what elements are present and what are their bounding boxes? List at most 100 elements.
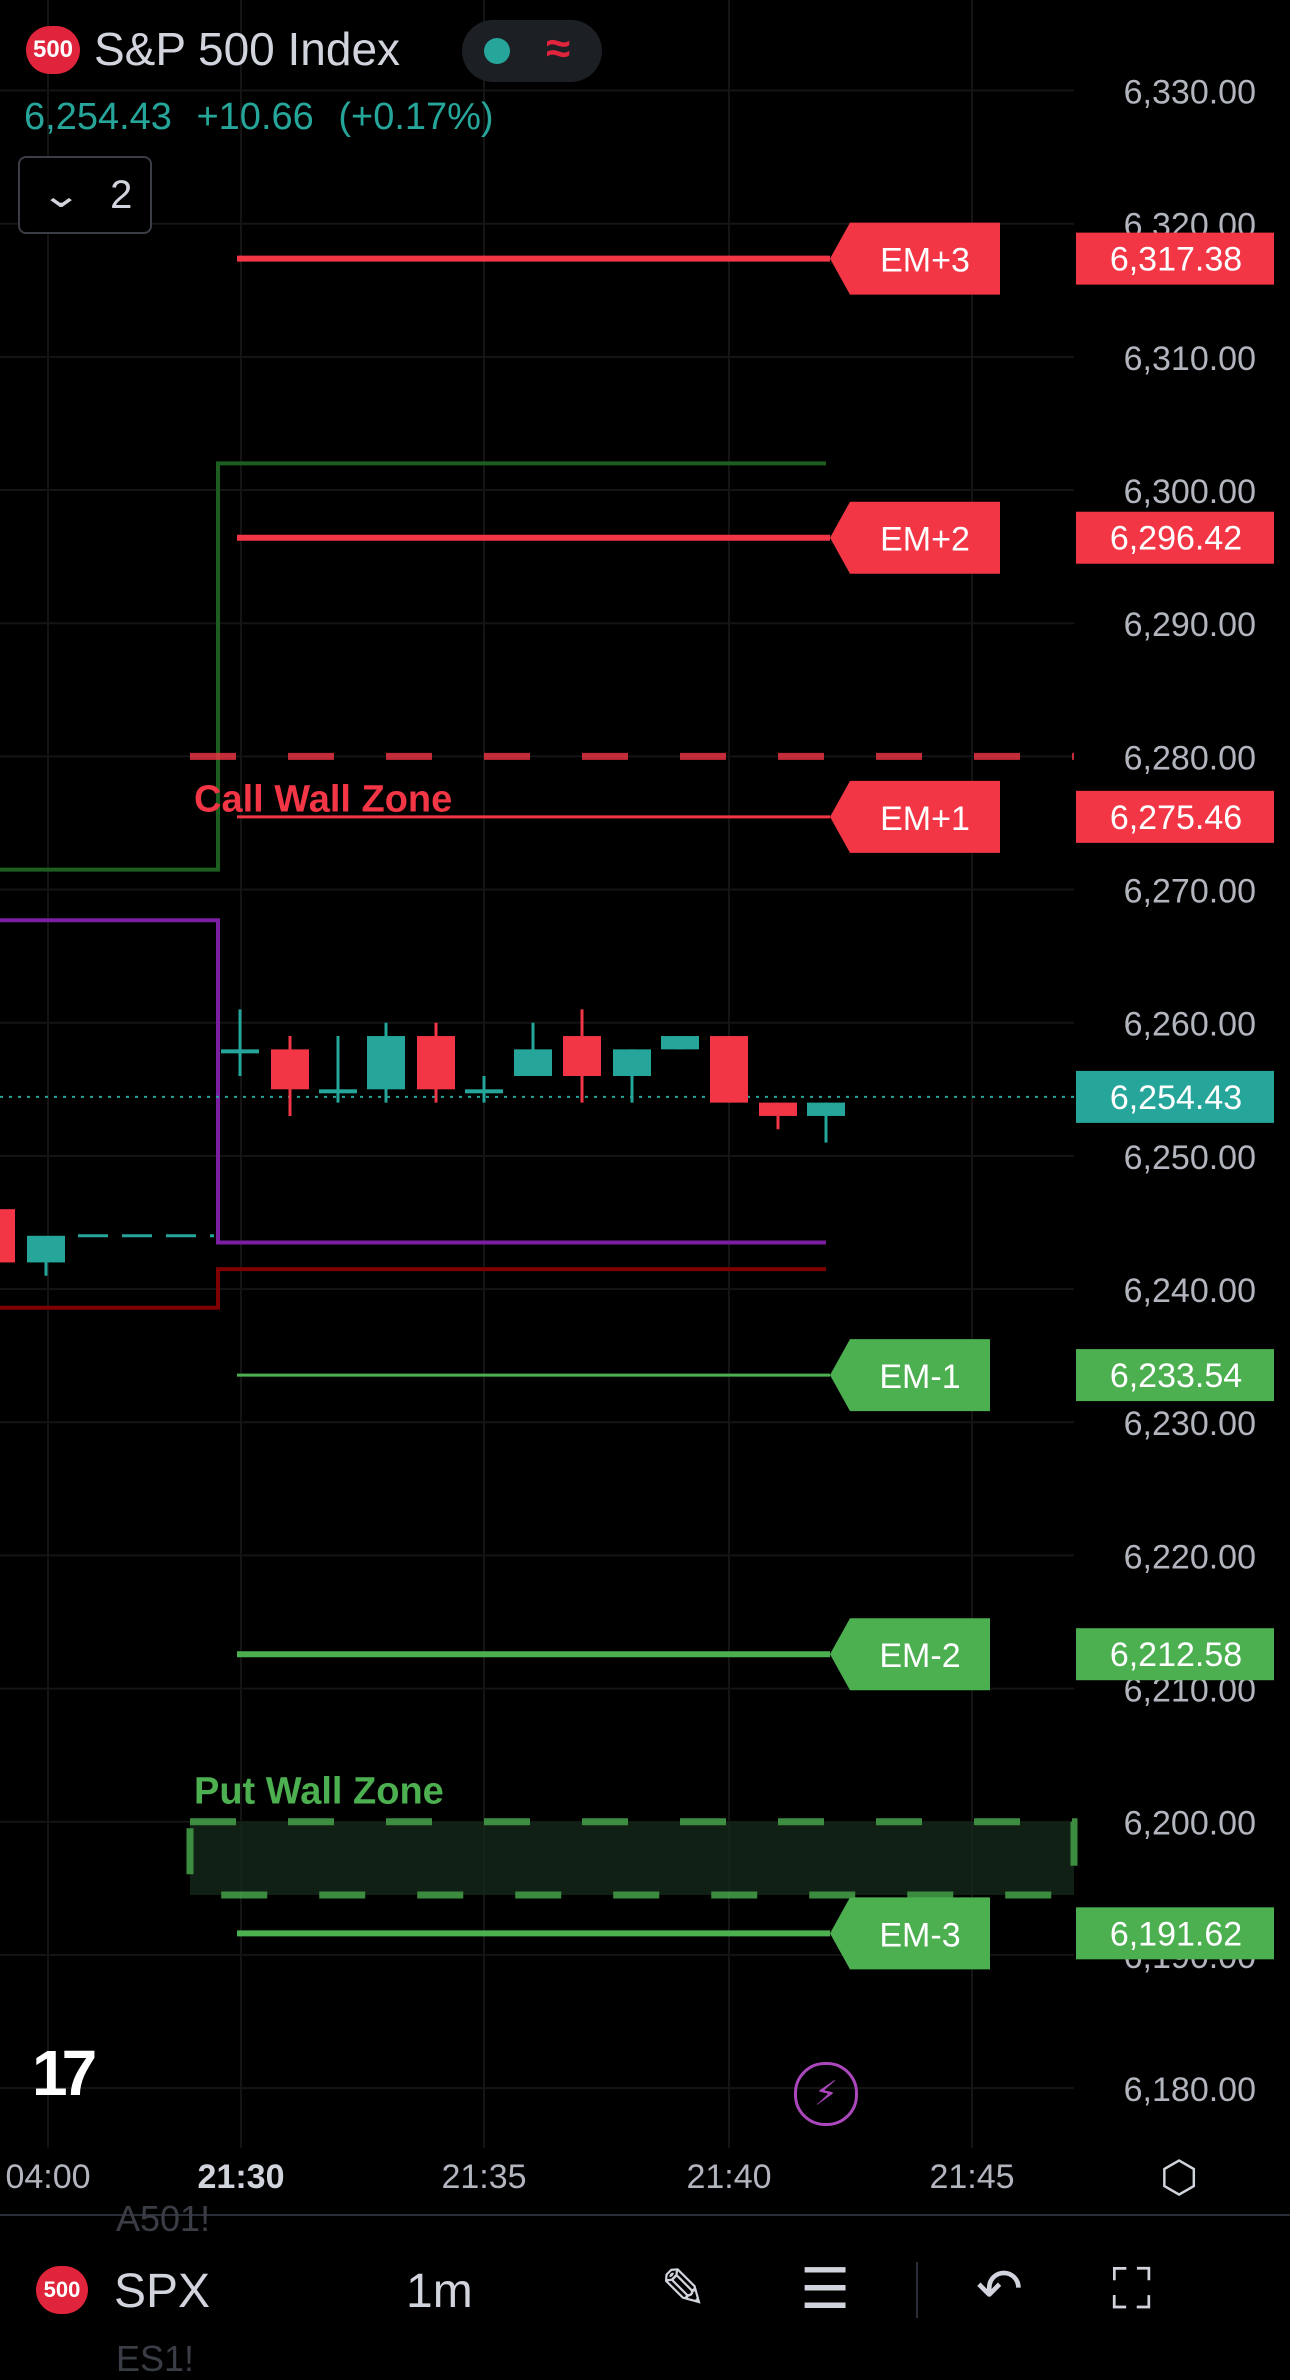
em-price-text: 6,233.54: [1110, 1357, 1242, 1395]
candle-body: [807, 1102, 845, 1116]
indicator-collapse-button[interactable]: ⌄ 2: [18, 156, 152, 234]
em-level-label: EM-2: [830, 1618, 990, 1691]
put-wall-zone-label: Put Wall Zone: [194, 1771, 444, 1813]
candle: [514, 1022, 552, 1076]
candle-body: [0, 1209, 15, 1263]
candle-body: [367, 1036, 405, 1090]
candle: [417, 1022, 455, 1103]
candle: [759, 1102, 797, 1130]
em-price-tag: [1076, 1907, 1274, 1960]
em-levels: EM+3 EM+2 EM+1 EM-1 EM-2 EM-3: [237, 222, 1000, 1970]
y-tick-label: 6,180.00: [1124, 2071, 1256, 2109]
chart-header: 500 S&P 500 Index ≈ 6,254.43 +10.66 (+0.…: [0, 0, 1070, 240]
y-tick-label: 6,200.00: [1124, 1805, 1256, 1843]
market-status-pill[interactable]: ≈: [462, 20, 602, 82]
price-change: +10.66: [196, 96, 314, 138]
candle: [563, 1009, 601, 1103]
em-price-text: 6,296.42: [1110, 520, 1242, 558]
y-tick-label: 6,220.00: [1124, 1538, 1256, 1576]
candle-body: [465, 1089, 503, 1094]
undo-icon[interactable]: ↶: [976, 2257, 1023, 2320]
time-axis: 04:00 21:30 21:35 21:40 21:45: [5, 2158, 1014, 2196]
em-level-label: EM+1: [830, 780, 1000, 853]
candle-body: [221, 1049, 259, 1054]
y-tick-label: 6,280.00: [1124, 739, 1256, 777]
fullscreen-icon[interactable]: ⛶: [1112, 2257, 1152, 2320]
em-level-text: EM+2: [880, 521, 970, 559]
em-level-tag: [830, 501, 1000, 574]
em-price-text: 6,212.58: [1110, 1636, 1242, 1674]
indicators-sliders-icon[interactable]: ☰: [800, 2257, 851, 2320]
em-price-tag: [1076, 790, 1274, 843]
tradingview-logo-icon[interactable]: 17: [32, 2037, 97, 2109]
em-level-tag: [830, 222, 1000, 295]
lightning-icon[interactable]: ⚡: [794, 2062, 858, 2126]
candle: [661, 1036, 699, 1050]
chart-zones: Call Wall Zone Put Wall Zone: [186, 752, 1078, 1899]
x-tick-label: 21:45: [929, 2158, 1014, 2196]
em-level-tag: [830, 1618, 990, 1691]
y-tick-label: 6,250.00: [1124, 1139, 1256, 1177]
symbol-list-item-above: A501!: [116, 2198, 211, 2239]
em-price-tag: [1076, 511, 1274, 564]
quote-line: 6,254.43 +10.66 (+0.17%): [24, 96, 508, 139]
em-level-label: EM+3: [830, 222, 1000, 295]
toolbar-separator: [916, 2262, 918, 2318]
candle: [271, 1036, 309, 1116]
last-price-text: 6,254.43: [1110, 1079, 1242, 1117]
candle-body: [613, 1049, 651, 1076]
y-tick-label: 6,230.00: [1124, 1405, 1256, 1443]
candle: [807, 1102, 845, 1143]
candle: [0, 1209, 15, 1263]
candle-body: [27, 1235, 65, 1263]
y-tick-label: 6,260.00: [1124, 1006, 1256, 1044]
candle-body: [710, 1036, 748, 1103]
price-change-pct: (+0.17%): [338, 96, 494, 138]
em-price-text: 6,317.38: [1110, 241, 1242, 279]
candle-body: [661, 1036, 699, 1050]
y-tick-label: 6,300.00: [1124, 473, 1256, 511]
em-price-tag: [1076, 1628, 1274, 1681]
y-tick-label: 6,310.00: [1124, 340, 1256, 378]
market-open-dot-icon: [484, 38, 510, 64]
put-wall-zone: [186, 1818, 1078, 1899]
em-level-text: EM-2: [879, 1637, 960, 1675]
session-box-purple: [0, 918, 826, 1245]
candle-body: [319, 1089, 357, 1094]
y-tick-label: 6,290.00: [1124, 606, 1256, 644]
em-price-tag: [1076, 1349, 1274, 1402]
candle: [367, 1022, 405, 1103]
y-tick-label: 6,330.00: [1124, 74, 1256, 112]
candle-body: [759, 1102, 797, 1116]
y-tick-label: 6,270.00: [1124, 873, 1256, 911]
symbol-button[interactable]: SPX: [114, 2265, 211, 2318]
last-price: 6,254.43: [24, 96, 172, 138]
chart-shapes: [0, 461, 826, 1310]
candle-body: [271, 1049, 309, 1090]
em-level-tag: [830, 1897, 990, 1970]
chart-settings-icon[interactable]: ⬡: [1160, 2153, 1199, 2202]
em-level-label: EM-1: [830, 1339, 990, 1412]
em-level-tag: [830, 1339, 990, 1412]
candle: [27, 1235, 65, 1276]
symbol-title[interactable]: S&P 500 Index: [94, 23, 401, 75]
timeframe-button[interactable]: 1m: [406, 2265, 473, 2318]
em-level-text: EM-1: [879, 1358, 960, 1396]
em-price-text: 6,275.46: [1110, 799, 1242, 837]
candle-body: [417, 1036, 455, 1090]
candles: [0, 1009, 1074, 1276]
candle: [465, 1075, 503, 1103]
x-tick-label: 21:40: [686, 2158, 771, 2196]
em-level-text: EM-3: [879, 1916, 960, 1954]
candle-body: [563, 1036, 601, 1076]
em-level-text: EM+1: [880, 800, 970, 838]
em-level-label: EM+2: [830, 501, 1000, 574]
session-box-green: [0, 461, 826, 872]
call-wall-zone-label: Call Wall Zone: [194, 778, 452, 820]
indicator-count: 2: [110, 172, 133, 217]
em-price-text: 6,191.62: [1110, 1915, 1242, 1953]
drawing-pen-icon[interactable]: ✎: [660, 2257, 707, 2320]
bottom-toolbar: [0, 2214, 1290, 2372]
candle: [221, 1009, 259, 1076]
